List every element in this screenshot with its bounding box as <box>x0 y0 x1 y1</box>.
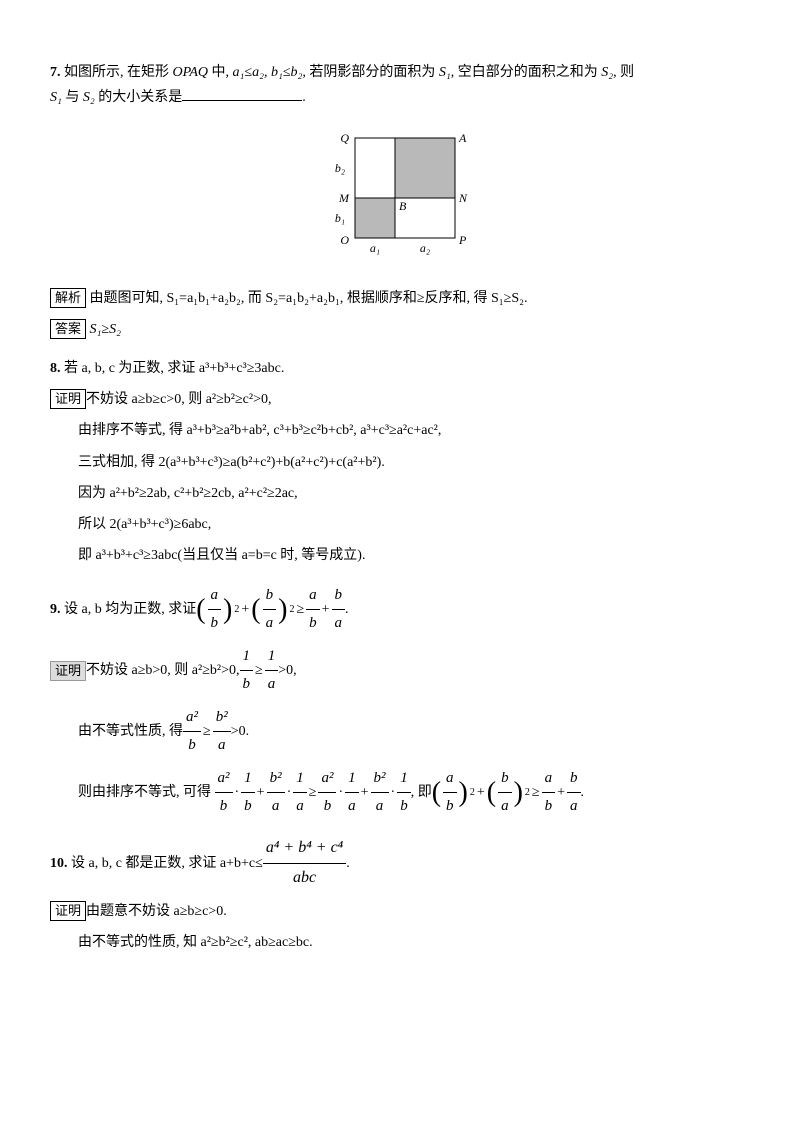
svg-text:N: N <box>458 191 468 205</box>
problem-7: 7. 如图所示, 在矩形 OPAQ 中, a₁≤a₂, b₁≤b₂, 若阴影部分… <box>50 60 750 342</box>
problem-9: 9. 设 a, b 均为正数, 求证 (ab)2 + (ba)2 ≥ ab + … <box>50 582 750 820</box>
p7-text: 7. 如图所示, 在矩形 OPAQ 中, a₁≤a₂, b₁≤b₂, 若阴影部分… <box>50 60 750 110</box>
p10-statement: 10. 设 a, b, c 都是正数, 求证 a+b+c≤ a⁴ + b⁴ + … <box>50 834 750 893</box>
svg-text:Q: Q <box>340 131 349 145</box>
p7-answer: 答案 S₁≥S₂ <box>50 317 750 342</box>
p7-analysis: 解析 由题图可知, S₁=a₁b₁+a₂b₂, 而 S₂=a₁b₂+a₂b₁, … <box>50 286 750 311</box>
p9-statement: 9. 设 a, b 均为正数, 求证 (ab)2 + (ba)2 ≥ ab + … <box>50 582 750 637</box>
svg-text:a₁: a₁ <box>370 241 380 255</box>
svg-text:B: B <box>399 199 407 213</box>
proof-label: 证明 <box>50 389 86 409</box>
svg-text:O: O <box>340 233 349 247</box>
svg-text:M: M <box>338 191 350 205</box>
p9-proof-l3: 则由排序不等式, 可得 a²b·1b + b²a·1a ≥ a²b·1a + b… <box>50 765 750 820</box>
proof-label: 证明 <box>50 661 86 681</box>
analysis-label: 解析 <box>50 288 86 308</box>
p7-num: 7. <box>50 65 61 80</box>
svg-text:a₂: a₂ <box>420 241 430 255</box>
problem-10: 10. 设 a, b, c 都是正数, 求证 a+b+c≤ a⁴ + b⁴ + … <box>50 834 750 955</box>
problem-8: 8. 若 a, b, c 为正数, 求证 a³+b³+c³≥3abc. 证明不妨… <box>50 356 750 568</box>
svg-text:b₁: b₁ <box>335 211 345 225</box>
svg-text:b₂: b₂ <box>335 161 345 175</box>
blank-input <box>182 86 302 101</box>
proof-label: 证明 <box>50 901 86 921</box>
answer-label: 答案 <box>50 319 86 339</box>
svg-text:P: P <box>458 233 467 247</box>
p9-proof-l1: 证明 不妨设 a≥b>0, 则 a²≥b²>0, 1b ≥ 1a >0, <box>50 643 750 698</box>
rect-diagram: Q A M N O P B b₂ b₁ a₁ a₂ <box>325 128 475 258</box>
p9-proof-l2: 由不等式性质, 得 a²b ≥ b²a >0. <box>50 704 750 759</box>
svg-text:A: A <box>458 131 467 145</box>
p7-figure: Q A M N O P B b₂ b₁ a₁ a₂ <box>50 128 750 267</box>
